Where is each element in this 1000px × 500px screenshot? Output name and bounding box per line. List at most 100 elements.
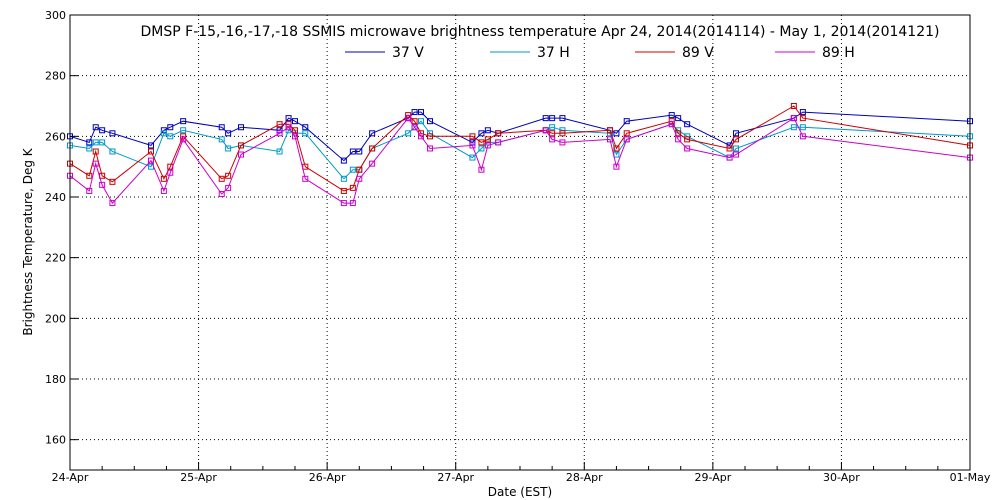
data-point-marker	[726, 145, 733, 152]
data-point-marker	[405, 130, 412, 137]
data-point-marker	[160, 175, 167, 182]
data-point-marker	[684, 121, 691, 128]
data-point-marker	[369, 160, 376, 167]
x-tick-label: 26-Apr	[309, 471, 346, 484]
data-point-marker	[356, 166, 363, 173]
data-point-marker	[238, 142, 244, 149]
series-lines	[67, 103, 973, 207]
data-point-marker	[790, 115, 797, 122]
data-point-marker	[684, 145, 691, 152]
data-point-marker	[668, 121, 675, 128]
data-point-marker	[405, 115, 412, 122]
data-point-marker	[225, 172, 232, 179]
data-point-marker	[160, 187, 167, 194]
data-point-marker	[356, 148, 363, 155]
data-point-marker	[623, 130, 630, 137]
data-point-marker	[292, 133, 298, 140]
data-point-marker	[99, 127, 106, 134]
data-point-marker	[478, 130, 485, 137]
data-point-marker	[418, 133, 424, 140]
data-point-marker	[218, 136, 225, 143]
data-point-marker	[276, 121, 283, 128]
data-point-marker	[356, 175, 363, 182]
data-point-marker	[276, 148, 283, 155]
data-point-marker	[218, 124, 225, 131]
data-point-marker	[684, 136, 691, 143]
data-point-marker	[733, 130, 739, 137]
data-point-marker	[675, 136, 682, 143]
axis-ticks: 24-Apr 25-Apr 26-Apr 27-Apr 28-Apr 29-Apr 30-A…	[45, 9, 991, 484]
data-point-marker	[109, 200, 116, 207]
data-point-marker	[549, 115, 556, 122]
data-point-marker	[109, 178, 116, 185]
data-point-marker	[86, 172, 93, 179]
data-point-marker	[607, 127, 613, 134]
data-point-marker	[340, 157, 347, 164]
data-point-marker	[549, 130, 556, 137]
data-point-marker	[302, 124, 309, 131]
data-point-marker	[799, 124, 806, 131]
data-point-marker	[225, 145, 232, 152]
data-point-marker	[86, 145, 93, 152]
y-tick-label: 240	[45, 191, 66, 204]
series-line	[69, 111, 971, 162]
data-point-marker	[733, 145, 739, 152]
y-tick-label: 280	[45, 70, 66, 83]
data-point-marker	[790, 103, 797, 109]
data-point-marker	[418, 109, 424, 116]
data-point-marker	[180, 118, 187, 125]
data-point-marker	[92, 124, 99, 131]
legend: 37 V 37 H 89 V 89 H	[345, 45, 855, 61]
data-point-marker	[418, 118, 424, 125]
y-tick-label: 300	[45, 9, 66, 22]
y-tick-label: 180	[45, 373, 66, 386]
data-point-marker	[411, 109, 418, 116]
data-point-marker	[799, 109, 806, 116]
data-point-marker	[790, 124, 797, 131]
data-point-marker	[668, 118, 675, 125]
legend-label: 37 V	[392, 45, 424, 61]
data-point-marker	[542, 115, 549, 122]
x-tick-label: 30-Apr	[823, 471, 860, 484]
data-point-marker	[148, 142, 154, 149]
data-point-marker	[218, 190, 225, 197]
data-point-marker	[340, 175, 347, 182]
data-point-marker	[92, 160, 99, 167]
data-point-marker	[469, 133, 476, 140]
y-tick-label: 160	[45, 434, 66, 447]
data-point-marker	[549, 136, 556, 143]
data-point-marker	[623, 136, 630, 143]
data-point-marker	[478, 145, 485, 152]
data-point-marker	[238, 151, 244, 158]
data-point-marker	[668, 112, 675, 119]
data-point-marker	[276, 130, 283, 137]
chart-title: DMSP F-15,-16,-17,-18 SSMIS microwave br…	[141, 24, 940, 40]
data-point-marker	[411, 124, 418, 131]
data-point-marker	[302, 175, 309, 182]
data-point-marker	[349, 184, 356, 191]
data-point-marker	[148, 148, 154, 155]
data-point-marker	[349, 148, 356, 155]
data-point-marker	[92, 148, 99, 155]
data-point-marker	[411, 118, 418, 125]
legend-label: 89 V	[682, 45, 714, 61]
data-point-marker	[180, 136, 187, 143]
data-point-marker	[733, 136, 739, 143]
legend-label: 89 H	[822, 45, 855, 61]
series-line	[69, 120, 971, 180]
x-axis-title: Date (EST)	[488, 485, 552, 499]
data-point-marker	[225, 184, 232, 191]
x-tick-label: 27-Apr	[437, 471, 474, 484]
data-point-marker	[559, 130, 566, 137]
y-tick-label: 260	[45, 130, 66, 143]
data-point-marker	[427, 133, 433, 140]
data-point-marker	[86, 139, 93, 146]
data-point-marker	[427, 145, 433, 152]
data-point-marker	[285, 115, 292, 122]
data-point-marker	[478, 139, 485, 146]
data-point-marker	[340, 200, 347, 207]
data-point-marker	[726, 154, 733, 161]
data-point-marker	[86, 187, 93, 194]
